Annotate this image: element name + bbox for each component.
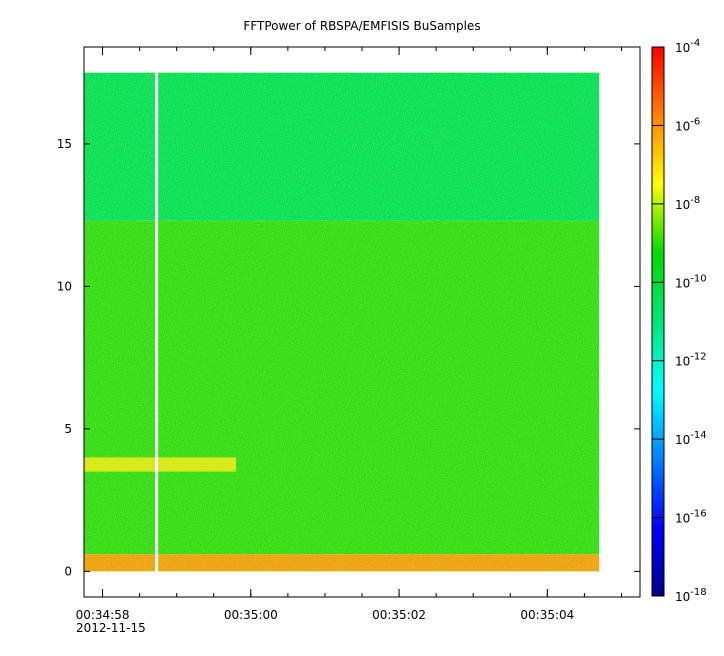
x-tick-label: 00:35:00: [224, 608, 278, 622]
colorbar-tick-label: 10-16: [675, 509, 707, 526]
colorbar-tick-label: 10-6: [675, 116, 700, 133]
y-tick-label: 15: [57, 137, 72, 151]
y-tick-label: 10: [57, 279, 72, 293]
colorbar-tick-label: 10-10: [675, 273, 707, 290]
colorbar-gradient: [651, 46, 665, 597]
x-tick-label: 00:35:02: [372, 608, 426, 622]
y-tick-label: 5: [64, 422, 72, 436]
colorbar-tick-exponent: -10: [690, 273, 706, 284]
x-tick-label: 00:34:58: [76, 608, 130, 622]
y-axis: 0 5 10 15: [57, 137, 640, 578]
chart-title: FFTPower of RBSPA/EMFISIS BuSamples: [243, 19, 480, 33]
colorbar-tick-exponent: -16: [690, 509, 706, 520]
colorbar-tick-exponent: -8: [690, 195, 700, 206]
spectrogram-plot-area: [84, 72, 600, 572]
x-tick-label: 00:35:04: [520, 608, 574, 622]
colorbar-tick-label: 10-4: [675, 38, 700, 55]
colorbar-tick-exponent: -12: [690, 352, 706, 363]
colorbar-tick-label: 10-8: [675, 195, 700, 212]
colorbar: 10-4 10-6 10-8 10-10 10-12 10-14 10-16 10-18: [651, 38, 707, 604]
colorbar-tick-exponent: -14: [690, 430, 706, 441]
colorbar-tick-exponent: -18: [690, 587, 706, 598]
colorbar-tick-label: 10-14: [675, 430, 707, 447]
colorbar-tick-exponent: -6: [690, 116, 700, 127]
data-gap: [155, 72, 159, 572]
x-axis-date-label: 2012-11-15: [76, 621, 146, 635]
colorbar-tick-exponent: -4: [690, 38, 700, 49]
colorbar-tick-label: 10-12: [675, 352, 707, 369]
spectrogram-noise: [84, 72, 600, 572]
x-axis: 00:34:58 00:35:00 00:35:02 00:35:04: [76, 47, 622, 622]
colorbar-tick-label: 10-18: [675, 587, 707, 604]
y-tick-label: 0: [64, 564, 72, 578]
